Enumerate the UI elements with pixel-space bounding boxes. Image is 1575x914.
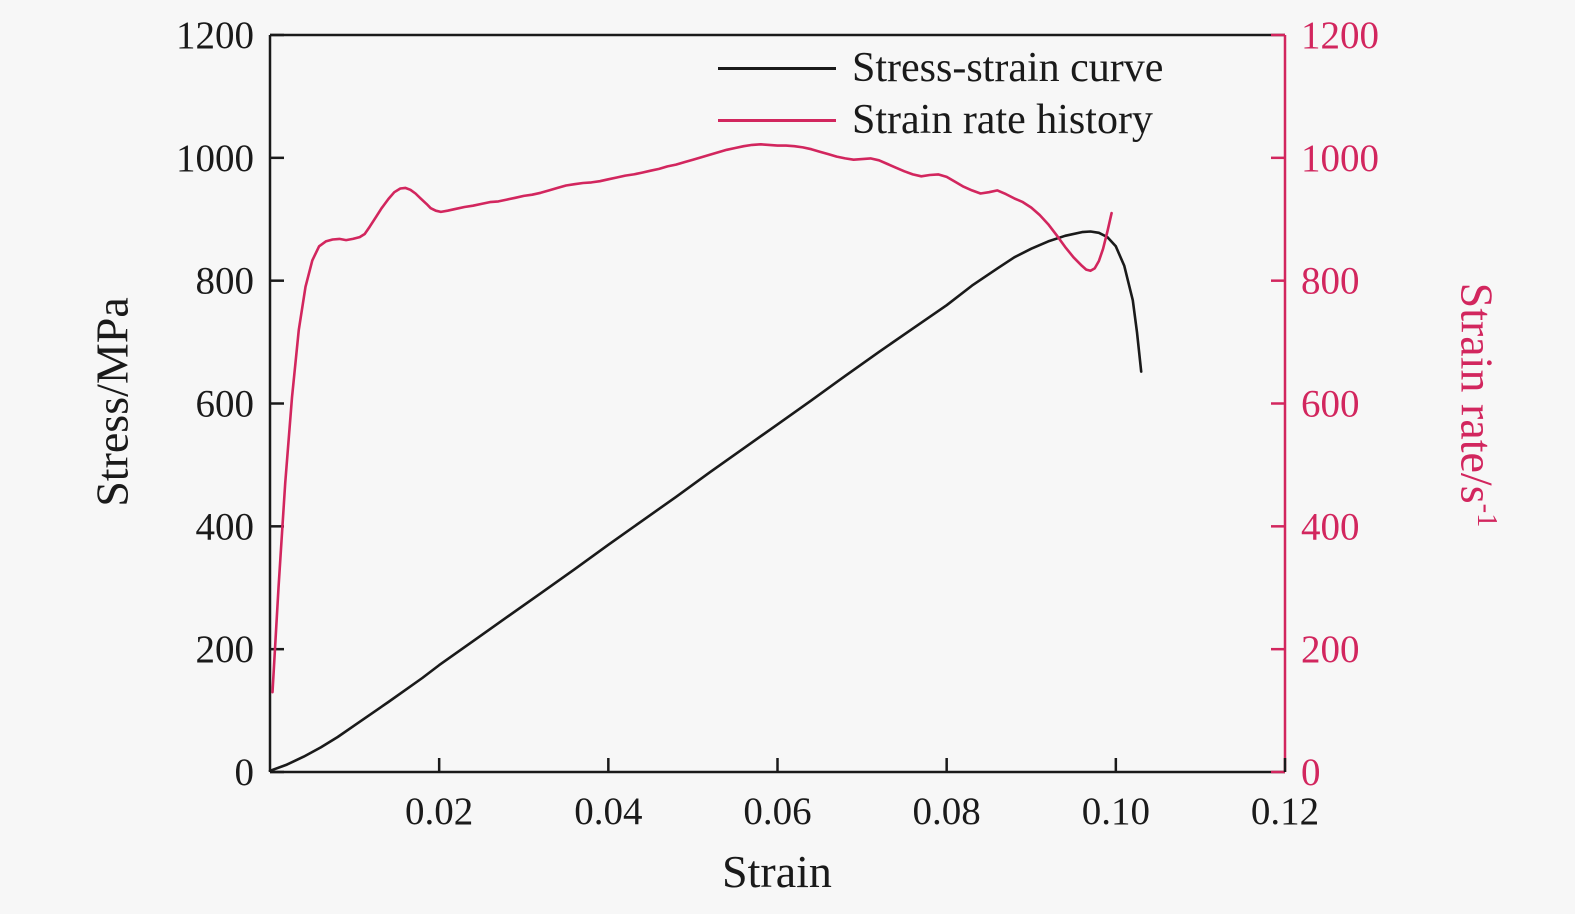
x-axis-tick-label: 0.08 (913, 790, 981, 833)
right-axis-tick-label: 800 (1301, 260, 1360, 303)
x-axis-title-text: Strain (722, 846, 832, 897)
legend-line-stress (718, 66, 836, 70)
x-axis-tick-label: 0.04 (574, 790, 642, 833)
series-strain-rate-history (271, 143, 1113, 694)
x-axis-tick-label: 0.12 (1251, 790, 1319, 833)
x-axis-title: Strain (722, 845, 832, 898)
left-axis-tick-label: 1200 (176, 14, 254, 57)
y-axis-title-right: Strain rate/s-1 (1451, 283, 1504, 528)
legend: Stress-strain curve Strain rate history (718, 42, 1163, 146)
y-axis-title-right-exponent: -1 (1470, 503, 1502, 528)
left-axis-tick-label: 200 (196, 628, 255, 671)
right-axis-tick-label: 600 (1301, 383, 1360, 426)
right-axis-tick-label: 1000 (1301, 137, 1379, 180)
legend-item-strain-rate: Strain rate history (718, 94, 1163, 146)
y-axis-title-left-text: Stress/MPa (86, 297, 138, 507)
legend-label-stress: Stress-strain curve (852, 45, 1164, 91)
right-axis-tick-label: 200 (1301, 628, 1360, 671)
series-stress-strain-curve (268, 230, 1143, 773)
legend-label-strain-rate: Strain rate history (852, 97, 1153, 143)
right-axis-tick-label: 1200 (1301, 14, 1379, 57)
legend-line-strain-rate (718, 118, 836, 122)
x-axis-tick-label: 0.06 (743, 790, 811, 833)
left-axis-tick-label: 400 (196, 505, 255, 548)
left-axis-tick-label: 1000 (176, 137, 254, 180)
left-axis-tick-label: 800 (196, 260, 255, 303)
y-axis-title-left: Stress/MPa (86, 297, 139, 507)
left-axis-tick-label: 0 (235, 751, 255, 794)
left-axis-tick-label: 600 (196, 383, 255, 426)
x-axis-tick-label: 0.10 (1082, 790, 1150, 833)
legend-item-stress: Stress-strain curve (718, 42, 1163, 94)
y-axis-title-right-text: Strain rate/s (1451, 282, 1503, 504)
x-axis-tick-label: 0.02 (405, 790, 473, 833)
right-axis-tick-label: 400 (1301, 505, 1360, 548)
right-axis-tick-label: 0 (1301, 751, 1321, 794)
